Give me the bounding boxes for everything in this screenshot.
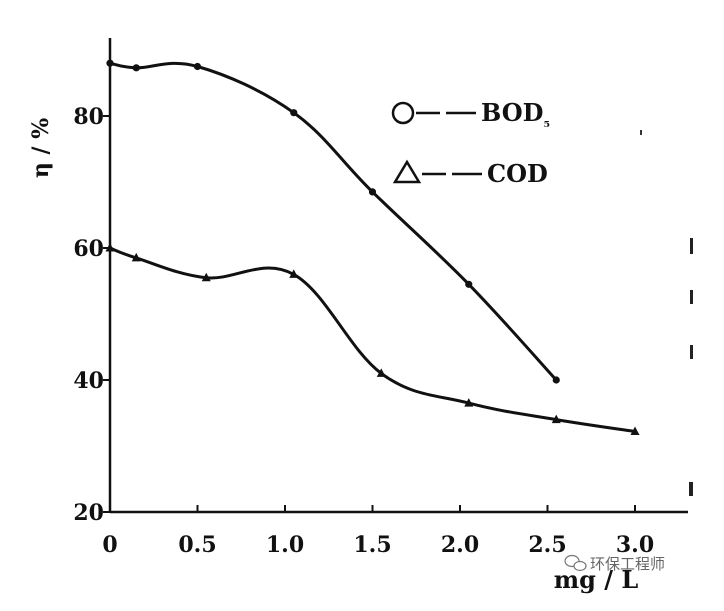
y-axis-title: η / % <box>28 118 54 178</box>
x-tick-label: 1.5 <box>353 532 391 558</box>
legend-label-cod: COD <box>487 159 548 188</box>
ticks: 2040608010000.51.01.52.02.53.0 <box>73 104 654 558</box>
watermark: 环保工程师 <box>564 554 665 573</box>
data-point-bod <box>368 188 377 196</box>
data-point-cod <box>464 398 474 407</box>
x-tick-label: 3.0 <box>616 532 654 558</box>
y-tick-label: 60 <box>73 236 104 262</box>
legend-circle-marker-icon <box>391 101 415 125</box>
series-line-cod <box>108 246 637 433</box>
y-tick-label: 80 <box>73 104 104 130</box>
data-point-cod <box>551 414 561 424</box>
legend-label-bod: BOD₅ <box>481 98 550 131</box>
watermark-text: 环保工程师 <box>590 555 665 573</box>
data-point-cod <box>289 269 299 278</box>
data-point-cod <box>376 368 386 377</box>
data-point-bod <box>106 59 114 67</box>
x-axis-title: mg / L <box>554 565 639 594</box>
x-tick-label: 0 <box>102 532 117 558</box>
x-tick-label: 0.5 <box>178 532 216 558</box>
data-point-cod <box>131 252 141 262</box>
legend-label-bod-main: BOD <box>481 98 543 127</box>
data-point-bod <box>132 64 140 72</box>
y-tick-label: 40 <box>73 368 104 394</box>
data-point-cod <box>201 272 211 282</box>
legend-triangle-marker-icon <box>392 159 422 184</box>
data-point-bod <box>552 376 560 384</box>
data-point-bod <box>290 109 298 117</box>
data-point-cod <box>105 243 115 252</box>
data-point-cod <box>630 426 640 435</box>
scan-marks <box>640 130 693 496</box>
x-tick-label: 2.5 <box>528 532 566 558</box>
y-tick-label: 20 <box>73 500 104 526</box>
x-tick-label: 1.0 <box>266 532 304 558</box>
series-layer <box>105 59 640 435</box>
legend-label-bod-sub: ₅ <box>543 113 550 131</box>
x-tick-label: 2.0 <box>441 532 479 558</box>
data-point-bod <box>193 62 202 71</box>
wechat-icon <box>564 554 587 572</box>
legend: BOD₅ COD <box>391 98 550 188</box>
series-line-bod <box>108 61 558 382</box>
data-point-bod <box>465 280 473 288</box>
